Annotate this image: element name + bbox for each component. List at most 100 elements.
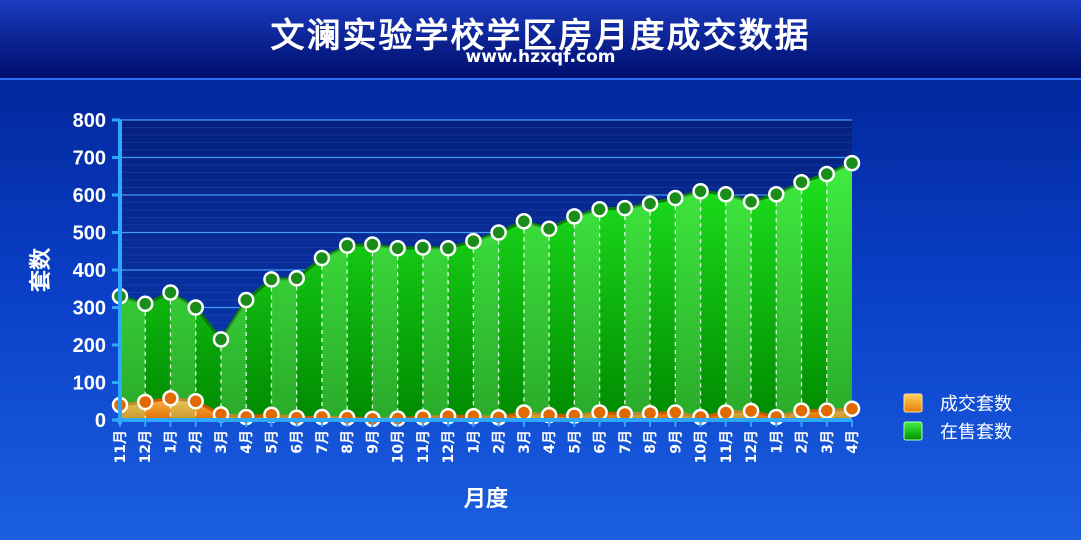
x-tick-label: 5月 xyxy=(264,430,280,454)
y-tick-label: 100 xyxy=(73,373,106,395)
area-band xyxy=(422,247,449,420)
x-tick-label: 1月 xyxy=(466,430,482,454)
area-band xyxy=(271,278,297,420)
y-tick-label: 400 xyxy=(73,260,106,282)
point-for-sale xyxy=(263,271,280,288)
x-tick-label: 12月 xyxy=(441,430,457,463)
point-for-sale xyxy=(540,220,558,237)
y-tick-label: 300 xyxy=(73,298,106,320)
point-closed xyxy=(162,390,179,407)
x-tick-label: 11月 xyxy=(719,430,735,463)
x-tick-label: 8月 xyxy=(340,430,356,454)
area-band xyxy=(624,203,651,420)
area-band xyxy=(473,232,499,420)
point-for-sale xyxy=(692,183,709,200)
area-band xyxy=(120,296,146,420)
point-closed xyxy=(136,393,154,411)
x-tick-label: 3月 xyxy=(214,430,230,454)
y-tick-label: 0 xyxy=(95,410,106,432)
point-for-sale xyxy=(490,224,507,241)
point-for-sale xyxy=(641,195,659,212)
chart-header: 文澜实验学校学区房月度成交数据 www.hzxqf.com xyxy=(0,0,1081,80)
point-for-sale xyxy=(364,236,381,253)
point-closed xyxy=(793,402,810,419)
area-band xyxy=(220,300,247,420)
point-for-sale xyxy=(439,240,457,257)
chart-title: 文澜实验学校学区房月度成交数据 xyxy=(270,16,811,56)
area-band xyxy=(675,191,701,420)
point-for-sale xyxy=(389,240,406,257)
point-for-sale xyxy=(843,154,861,172)
legend: 成交套数 在售套数 xyxy=(903,393,1012,443)
x-tick-label: 2月 xyxy=(795,430,811,454)
x-tick-label: 9月 xyxy=(668,430,684,454)
x-tick-label: 1月 xyxy=(769,430,785,454)
point-for-sale xyxy=(237,291,255,309)
area-band xyxy=(826,163,852,420)
legend-label-closed: 成交套数 xyxy=(940,394,1012,415)
area-band xyxy=(321,245,348,420)
point-for-sale xyxy=(667,189,684,207)
x-tick-label: 1月 xyxy=(163,430,179,454)
point-for-sale xyxy=(818,165,836,183)
point-for-sale xyxy=(591,201,608,218)
point-for-sale xyxy=(465,232,482,250)
x-tick-label: 5月 xyxy=(567,430,583,454)
x-axis-title: 月度 xyxy=(463,486,509,512)
point-closed xyxy=(187,393,204,410)
point-for-sale xyxy=(742,193,760,210)
x-tick-label: 11月 xyxy=(113,430,129,463)
point-closed xyxy=(667,404,684,421)
area-band xyxy=(523,221,550,420)
point-for-sale xyxy=(313,249,331,267)
area-for-sale xyxy=(120,163,852,420)
area-band xyxy=(725,194,752,420)
legend-swatch-closed xyxy=(903,393,923,413)
point-for-sale xyxy=(212,331,230,348)
point-for-sale xyxy=(136,295,154,312)
x-tick-label: 12月 xyxy=(744,430,760,463)
point-for-sale xyxy=(768,186,785,203)
point-for-sale xyxy=(338,237,356,254)
y-axis-title: 套数 xyxy=(28,247,54,292)
point-for-sale xyxy=(566,208,583,225)
legend-swatch-for-sale xyxy=(903,421,923,441)
point-for-sale xyxy=(717,186,735,203)
point-for-sale xyxy=(288,270,305,287)
x-tick-label: 10月 xyxy=(694,430,710,463)
x-tick-label: 2月 xyxy=(189,430,205,454)
point-closed xyxy=(591,404,608,421)
area-band xyxy=(170,292,196,420)
legend-label-for-sale: 在售套数 xyxy=(940,422,1012,443)
point-closed xyxy=(742,402,760,420)
chart-subtitle: www.hzxqf.com xyxy=(465,47,616,67)
x-tick-label: 3月 xyxy=(517,430,533,454)
x-tick-label: 12月 xyxy=(138,430,154,463)
point-for-sale xyxy=(793,174,810,191)
point-for-sale xyxy=(187,299,204,316)
x-tick-label: 6月 xyxy=(593,430,609,454)
x-tick-label: 7月 xyxy=(618,430,634,454)
point-for-sale xyxy=(515,213,533,230)
point-closed xyxy=(843,400,861,417)
y-tick-label: 200 xyxy=(73,335,106,357)
x-tick-label: 11月 xyxy=(416,430,432,463)
y-tick-label: 800 xyxy=(73,110,106,132)
y-tick-label: 600 xyxy=(73,185,106,207)
x-tick-label: 2月 xyxy=(492,430,508,454)
x-tick-label: 7月 xyxy=(315,430,331,454)
point-for-sale xyxy=(162,284,179,301)
x-tick-label: 4月 xyxy=(542,430,558,454)
y-tick-label: 500 xyxy=(73,223,106,245)
x-tick-label: 8月 xyxy=(643,430,659,454)
x-tick-label: 9月 xyxy=(365,430,381,454)
area-band xyxy=(776,182,802,420)
x-tick-label: 4月 xyxy=(845,430,861,454)
point-for-sale xyxy=(414,239,432,256)
point-closed xyxy=(717,404,735,421)
point-closed xyxy=(818,402,836,419)
x-tick-label: 3月 xyxy=(820,430,836,454)
x-tick-label: 4月 xyxy=(239,430,255,454)
